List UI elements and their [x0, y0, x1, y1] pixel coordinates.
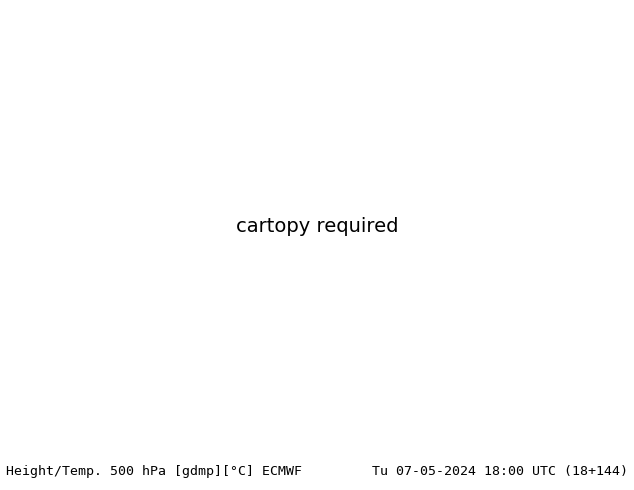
Text: Height/Temp. 500 hPa [gdmp][°C] ECMWF: Height/Temp. 500 hPa [gdmp][°C] ECMWF	[6, 466, 302, 478]
Text: cartopy required: cartopy required	[236, 218, 398, 236]
Text: Tu 07-05-2024 18:00 UTC (18+144): Tu 07-05-2024 18:00 UTC (18+144)	[372, 466, 628, 478]
